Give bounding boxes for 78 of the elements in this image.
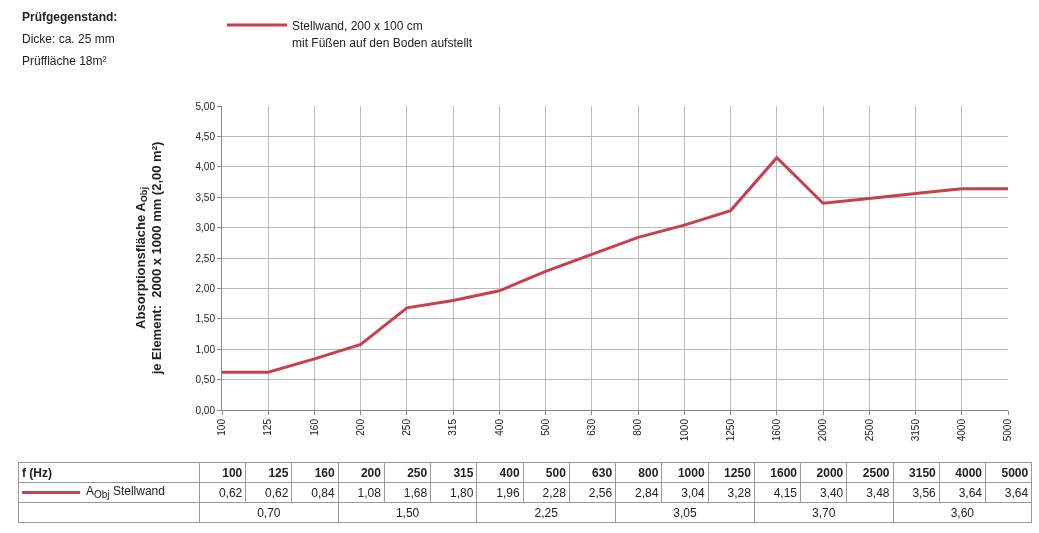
category-label: 3150 (909, 465, 936, 480)
data-label: 0,84 (291, 482, 339, 503)
y-tick-label: 1,50 (195, 313, 216, 325)
x-tick-label: 125 (262, 418, 274, 436)
x-tick-label: 1250 (724, 418, 736, 442)
x-tick-label: 3150 (909, 418, 921, 442)
text: A$_{Obj}$ Stellwand (18, 482, 200, 503)
x-tick-label: 1000 (678, 418, 690, 442)
text: 3,05 (615, 502, 755, 523)
data-label: 2,28 (523, 482, 570, 503)
x-tick-label: 250 (401, 418, 413, 436)
x-tick-label: 315 (447, 418, 459, 436)
data-label: 3,56 (893, 482, 940, 503)
data-label: 2,84 (615, 482, 662, 503)
x-tick-label: 2000 (817, 418, 829, 442)
text: Dicke: ca. 25 mm Prüffläche 18m² (22, 32, 115, 68)
line-series (222, 156, 1008, 374)
category-label: 400 (499, 465, 520, 480)
category-label: 4000 (955, 465, 982, 480)
text: 3,70 (754, 502, 894, 523)
y-tick-label: 4,50 (195, 130, 216, 142)
data-label: 3,28 (708, 482, 755, 503)
y-tick-label: 2,50 (195, 252, 216, 264)
category-label: 500 (545, 465, 566, 480)
x-tick-label: 100 (216, 418, 228, 436)
data-label: 1,08 (338, 482, 385, 503)
category-label: 5000 (1001, 465, 1029, 480)
y-tick-label: 2,00 (195, 282, 216, 294)
data-label: 0,62 (199, 482, 246, 503)
y-tick-label: 5,00 (195, 100, 216, 112)
data-label: 1,96 (476, 482, 524, 503)
category-label: 2000 (816, 465, 844, 480)
category-label: 160 (314, 465, 335, 480)
category-label: 630 (592, 465, 613, 480)
category-label: 200 (360, 465, 381, 480)
data-label: 1,80 (430, 482, 477, 503)
x-tick-label: 4000 (956, 418, 968, 442)
text: Prüfgegenstand: (22, 10, 118, 24)
data-label: 2,56 (569, 482, 616, 503)
category-label: 1600 (770, 465, 798, 480)
y-tick-label: 0,50 (195, 374, 216, 386)
y-tick-label: 4,00 (195, 161, 216, 173)
data-label: 1,68 (384, 482, 431, 503)
y-tick-label: 3,00 (195, 222, 216, 234)
y-tick-label: 3,50 (195, 191, 216, 203)
category-label: 800 (638, 465, 659, 480)
x-tick-label: 500 (539, 418, 551, 436)
category-label: 2500 (862, 465, 890, 480)
data-label: 4,15 (754, 482, 801, 503)
x-tick-label: 400 (493, 418, 505, 436)
text: 0,70 (199, 502, 339, 523)
x-tick-label: 5000 (1002, 418, 1014, 442)
text: 1,50 (338, 502, 477, 523)
x-tick-label: 800 (632, 418, 644, 436)
category-label: 125 (268, 465, 289, 480)
data-label: 0,62 (245, 482, 292, 503)
data-label: 3,40 (800, 482, 847, 503)
x-tick-label: 2500 (863, 418, 875, 442)
x-tick-label: 200 (354, 418, 366, 436)
category-label: 315 (453, 465, 474, 480)
category-label: 1250 (724, 465, 751, 480)
y-tick-label: 1,00 (195, 343, 216, 355)
x-tick-label: 160 (308, 418, 320, 436)
data-label: 3,64 (939, 482, 986, 503)
text: mit Füßen auf den Boden aufstellt (292, 36, 473, 50)
text: f (Hz) (22, 465, 52, 480)
category-label: 100 (222, 465, 243, 480)
text: 3,60 (893, 502, 1032, 523)
y-tick-label: 0,00 (195, 404, 216, 416)
data-label: 3,64 (985, 482, 1032, 503)
text: 2,25 (476, 502, 616, 523)
x-tick-label: 630 (586, 418, 598, 436)
data-label: 3,04 (661, 482, 709, 503)
x-tick-label: 1600 (771, 418, 783, 442)
legend-label: Stellwand, 200 x 100 cm (292, 18, 423, 33)
category-label: 250 (407, 465, 428, 480)
category-label: 1000 (677, 465, 705, 480)
data-label: 3,48 (846, 482, 894, 503)
